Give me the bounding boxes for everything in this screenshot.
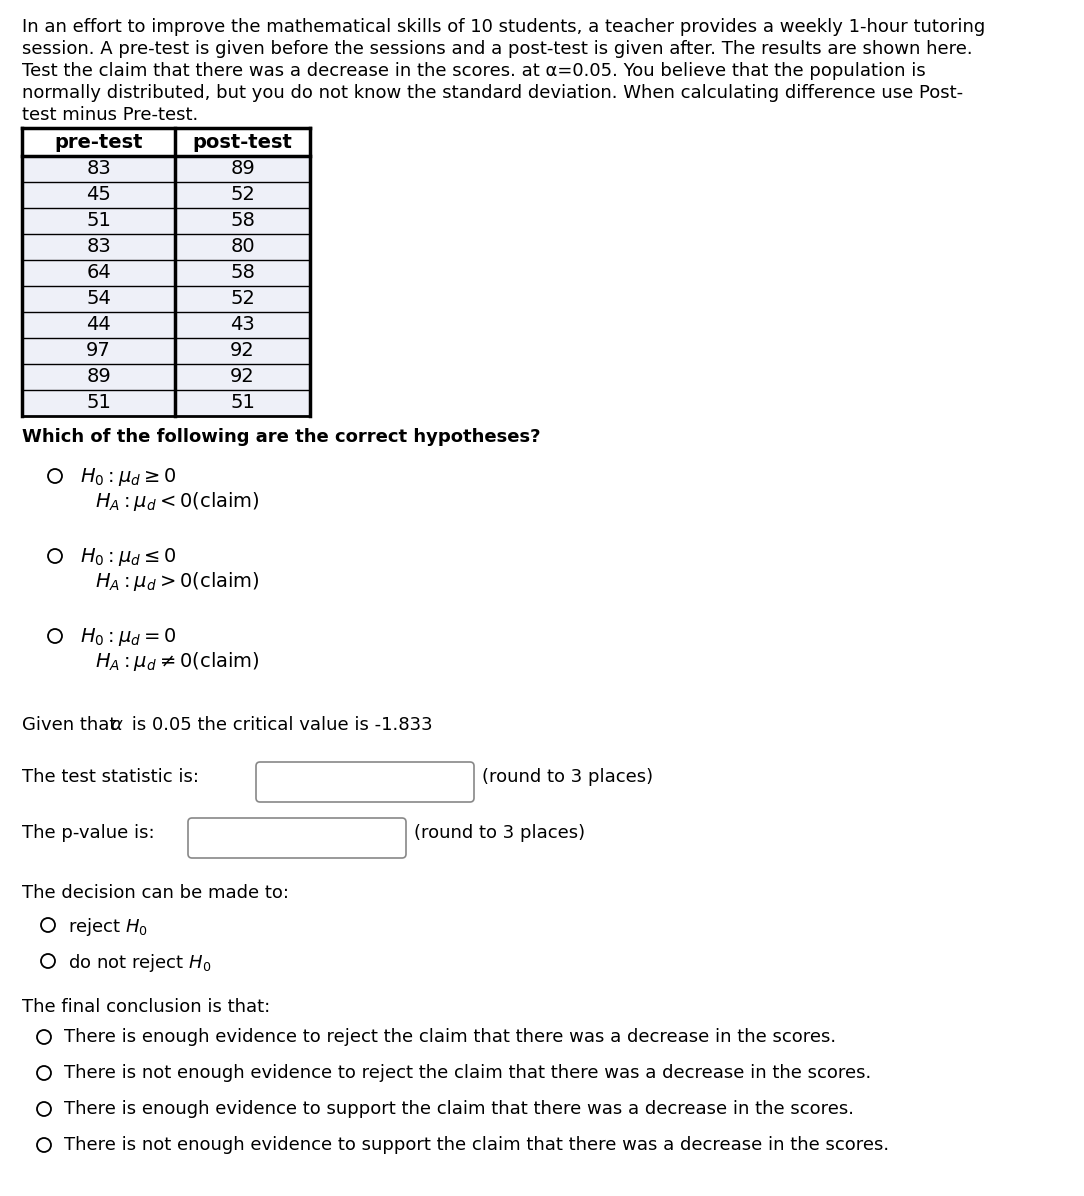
Text: test minus Pre-test.: test minus Pre-test. <box>22 106 198 124</box>
Bar <box>22 155 310 182</box>
Bar <box>22 364 310 390</box>
Text: 52: 52 <box>230 185 255 205</box>
Bar <box>22 128 310 155</box>
FancyBboxPatch shape <box>188 818 406 858</box>
Text: do not reject $H_0$: do not reject $H_0$ <box>68 952 211 974</box>
Text: $H_0: \mu_d = 0$: $H_0: \mu_d = 0$ <box>80 626 177 648</box>
Text: 54: 54 <box>86 289 111 309</box>
Text: 52: 52 <box>230 289 255 309</box>
FancyBboxPatch shape <box>256 762 474 803</box>
Text: 89: 89 <box>86 367 111 386</box>
Text: $H_0: \mu_d \leq 0$: $H_0: \mu_d \leq 0$ <box>80 547 177 568</box>
Text: 92: 92 <box>230 367 255 386</box>
Text: The final conclusion is that:: The final conclusion is that: <box>22 997 270 1015</box>
Text: 83: 83 <box>86 159 111 178</box>
Text: 51: 51 <box>230 393 255 413</box>
Bar <box>22 182 310 208</box>
Text: pre-test: pre-test <box>54 133 143 152</box>
Text: 58: 58 <box>230 263 255 282</box>
Text: 89: 89 <box>230 159 255 178</box>
Text: Test the claim that there was a decrease in the scores. at α=0.05. You believe t: Test the claim that there was a decrease… <box>22 62 926 80</box>
Text: 58: 58 <box>230 212 255 231</box>
Bar <box>22 390 310 416</box>
Text: There is not enough evidence to support the claim that there was a decrease in t: There is not enough evidence to support … <box>64 1136 889 1154</box>
Text: Which of the following are the correct hypotheses?: Which of the following are the correct h… <box>22 428 541 446</box>
Text: $H_0: \mu_d \geq 0$: $H_0: \mu_d \geq 0$ <box>80 466 177 488</box>
Text: 80: 80 <box>230 238 255 256</box>
Text: $H_A: \mu_d \neq 0$(claim): $H_A: \mu_d \neq 0$(claim) <box>95 649 260 673</box>
Text: $H_A: \mu_d < 0$(claim): $H_A: \mu_d < 0$(claim) <box>95 490 260 513</box>
Text: (round to 3 places): (round to 3 places) <box>482 768 654 786</box>
Text: 51: 51 <box>86 393 111 413</box>
Bar <box>22 312 310 338</box>
Text: $\alpha$: $\alpha$ <box>109 716 124 734</box>
Text: $H_A: \mu_d > 0$(claim): $H_A: \mu_d > 0$(claim) <box>95 570 260 593</box>
Text: There is enough evidence to support the claim that there was a decrease in the s: There is enough evidence to support the … <box>64 1100 854 1118</box>
Text: 92: 92 <box>230 342 255 360</box>
Text: 44: 44 <box>86 316 111 335</box>
Text: (round to 3 places): (round to 3 places) <box>414 824 585 842</box>
Text: The decision can be made to:: The decision can be made to: <box>22 884 289 902</box>
Bar <box>22 338 310 364</box>
Bar <box>22 234 310 260</box>
Text: The p-value is:: The p-value is: <box>22 824 155 842</box>
Text: 97: 97 <box>86 342 111 360</box>
Text: post-test: post-test <box>193 133 293 152</box>
Text: Given that: Given that <box>22 716 122 734</box>
Text: There is not enough evidence to reject the claim that there was a decrease in th: There is not enough evidence to reject t… <box>64 1064 872 1082</box>
Text: reject $H_0$: reject $H_0$ <box>68 916 147 938</box>
Text: normally distributed, but you do not know the standard deviation. When calculati: normally distributed, but you do not kno… <box>22 84 963 102</box>
Text: In an effort to improve the mathematical skills of 10 students, a teacher provid: In an effort to improve the mathematical… <box>22 18 985 36</box>
Text: The test statistic is:: The test statistic is: <box>22 768 199 786</box>
Text: 64: 64 <box>86 263 111 282</box>
Text: 43: 43 <box>230 316 255 335</box>
Text: There is enough evidence to reject the claim that there was a decrease in the sc: There is enough evidence to reject the c… <box>64 1029 836 1046</box>
Bar <box>22 208 310 234</box>
Bar <box>22 260 310 286</box>
Bar <box>22 286 310 312</box>
Text: session. A pre-test is given before the sessions and a post-test is given after.: session. A pre-test is given before the … <box>22 39 972 57</box>
Text: is 0.05 the critical value is -1.833: is 0.05 the critical value is -1.833 <box>126 716 433 734</box>
Text: 51: 51 <box>86 212 111 231</box>
Text: 45: 45 <box>86 185 111 205</box>
Text: 83: 83 <box>86 238 111 256</box>
